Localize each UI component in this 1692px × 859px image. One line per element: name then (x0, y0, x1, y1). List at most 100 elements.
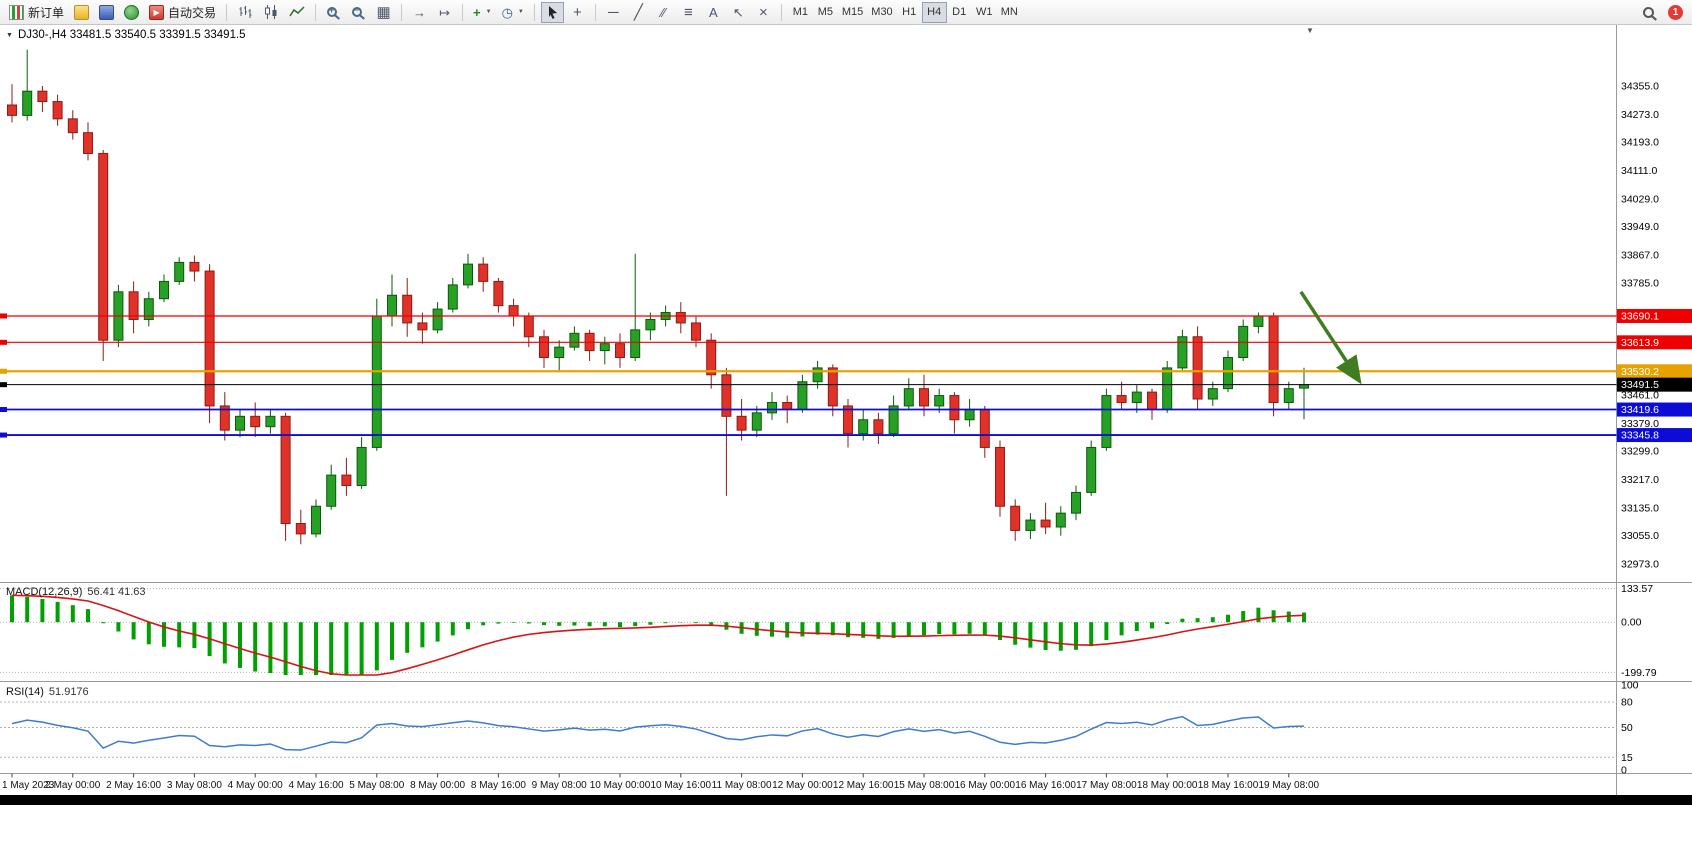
candle (463, 263, 473, 286)
candle (797, 381, 808, 410)
candle (265, 415, 276, 428)
svg-text:3 May 08:00: 3 May 08:00 (167, 780, 222, 791)
delete-objects-button[interactable]: × (752, 2, 775, 23)
candle-chart-button[interactable] (259, 2, 283, 23)
svg-text:9 May 08:00: 9 May 08:00 (532, 780, 587, 791)
svg-text:33867.0: 33867.0 (1621, 249, 1659, 261)
candle (979, 408, 990, 448)
channel-button[interactable]: ∕∕ (652, 2, 675, 23)
rsi-panel: 100 80 50 150 (0, 680, 1639, 777)
price-badge (1617, 364, 1692, 379)
chevron-down-icon: ▼ (6, 31, 13, 39)
candle (1192, 336, 1203, 400)
svg-text:12 May 16:00: 12 May 16:00 (833, 780, 894, 791)
candle (1071, 491, 1081, 514)
candle (7, 104, 17, 116)
candle (280, 415, 291, 525)
zoom-out-button[interactable]: − (347, 2, 370, 23)
candle (1025, 519, 1036, 531)
bottom-scrollbar[interactable] (0, 795, 1692, 805)
macd-panel: 133.57 0.00 -199.79 (0, 583, 1657, 679)
price-badge (1617, 377, 1692, 392)
svg-text:11 May 08:00: 11 May 08:00 (712, 780, 772, 791)
arrows-tool-button[interactable]: ↖ (727, 2, 750, 23)
fibonacci-button[interactable]: ≡ (677, 2, 700, 23)
delete-objects-icon: × (758, 3, 768, 21)
line-chart-button[interactable] (285, 2, 309, 23)
autotrading-icon: ▶ (149, 4, 165, 20)
trendline-button[interactable]: ╱ (627, 2, 650, 23)
svg-text:33345.8: 33345.8 (1621, 430, 1659, 442)
crosshair-icon: + (572, 3, 582, 21)
svg-text:4 May 00:00: 4 May 00:00 (228, 780, 283, 791)
timeframe-button-w1[interactable]: W1 (972, 2, 997, 23)
svg-text:34029.0: 34029.0 (1621, 193, 1659, 205)
bar-chart-button[interactable] (233, 2, 257, 23)
timeframe-button-m15[interactable]: M15 (838, 2, 867, 23)
candle (1253, 315, 1264, 327)
candle (569, 332, 580, 348)
candle (1040, 519, 1051, 528)
candle (630, 329, 641, 359)
timeframe-button-mn[interactable]: MN (997, 2, 1022, 23)
arrows-tool-icon: ↖ (732, 4, 744, 20)
timeframe-button-m30[interactable]: M30 (867, 2, 896, 23)
zoom-in-icon: + (326, 5, 337, 17)
candle (235, 415, 245, 431)
candle (447, 284, 458, 310)
candle (1177, 336, 1188, 369)
candle (949, 395, 960, 421)
svg-text:33217.0: 33217.0 (1621, 474, 1659, 486)
svg-text:-199.79: -199.79 (1621, 667, 1657, 679)
search-button[interactable] (1639, 2, 1662, 23)
tile-windows-button[interactable]: ▦ (372, 2, 395, 23)
auto-scroll-button[interactable]: → (408, 2, 431, 23)
autotrading-button[interactable]: ▶ 自动交易 (145, 2, 220, 23)
market-watch-icon (74, 4, 90, 20)
timeframe-button-m1[interactable]: M1 (788, 2, 813, 23)
candle (827, 367, 838, 407)
svg-text:33299.0: 33299.0 (1621, 446, 1659, 458)
svg-text:33949.0: 33949.0 (1621, 221, 1659, 233)
market-watch-button[interactable] (70, 2, 93, 23)
candle (22, 90, 33, 116)
candle (1283, 388, 1294, 403)
zoom-in-button[interactable]: + (322, 2, 345, 23)
cursor-button[interactable] (540, 1, 564, 23)
candle (387, 294, 397, 317)
text-tool-button[interactable]: A (702, 2, 725, 23)
navigator-icon (124, 4, 140, 20)
trend-arrow-annotation[interactable] (1299, 290, 1362, 385)
svg-text:12 May 00:00: 12 May 00:00 (772, 780, 833, 791)
candle (1223, 357, 1233, 390)
horizontal-line-button[interactable]: ─ (602, 2, 625, 23)
svg-text:10 May 16:00: 10 May 16:00 (650, 780, 711, 791)
notification-badge[interactable]: 1 (1668, 4, 1683, 20)
text-tool-icon: A (709, 4, 718, 20)
svg-text:34111.0: 34111.0 (1621, 165, 1658, 177)
candle (326, 474, 337, 507)
timeframe-button-m5[interactable]: M5 (813, 2, 838, 23)
timeframe-button-h4[interactable]: H4 (921, 1, 947, 23)
svg-text:2 May 16:00: 2 May 16:00 (106, 780, 161, 791)
candle (250, 415, 261, 428)
crosshair-button[interactable]: + (566, 2, 589, 23)
navigator-button[interactable] (120, 2, 143, 23)
hline-anchor (0, 368, 7, 374)
profiles-button[interactable]: ◷ ▼ (498, 2, 528, 23)
timeframe-button-d1[interactable]: D1 (947, 2, 972, 23)
svg-text:16 May 00:00: 16 May 00:00 (954, 780, 1015, 791)
new-chart-button[interactable]: + ▼ (469, 2, 496, 23)
chart-shift-button[interactable]: ↦ (433, 2, 456, 23)
new-order-button[interactable]: 新订单 (5, 2, 68, 23)
timeframe-button-h1[interactable]: H1 (897, 2, 922, 23)
data-window-button[interactable] (95, 2, 118, 23)
candle (432, 308, 443, 331)
candle (706, 339, 717, 376)
candle (751, 412, 762, 431)
svg-text:33785.0: 33785.0 (1621, 278, 1659, 290)
new-order-icon (9, 4, 24, 20)
svg-text:33530.2: 33530.2 (1621, 366, 1659, 378)
